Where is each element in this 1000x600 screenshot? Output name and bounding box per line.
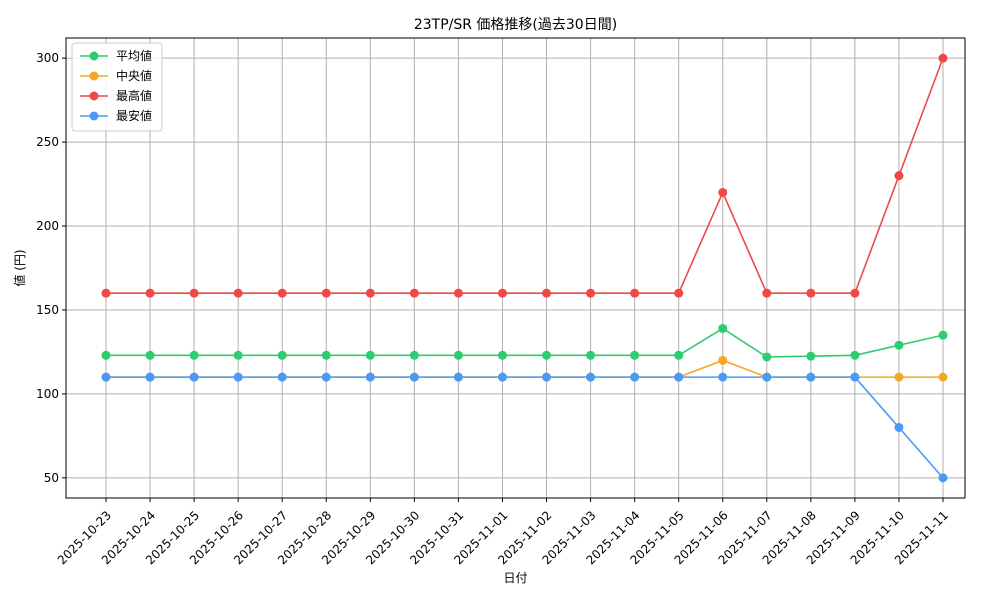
data-point [718,355,728,365]
legend-marker [89,51,99,61]
data-point [718,187,728,197]
legend-item: 最高値 [80,88,152,103]
data-point [806,288,816,298]
series-平均値 [101,323,948,362]
data-point [277,350,287,360]
data-point [233,350,243,360]
data-point [938,53,948,63]
data-point [497,288,507,298]
legend-item: 平均値 [80,48,152,63]
grid [66,38,965,498]
plot-area-frame [65,37,966,499]
y-tick-label: 50 [44,471,59,485]
data-point [101,288,111,298]
data-point [101,350,111,360]
data-point [586,288,596,298]
data-point [586,372,596,382]
series-line [106,376,944,479]
data-point [321,372,331,382]
data-point [365,288,375,298]
legend-label: 平均値 [116,48,152,63]
data-point [894,372,904,382]
data-point [938,372,948,382]
data-point [674,372,684,382]
data-point [542,350,552,360]
data-point [850,288,860,298]
data-point [806,372,816,382]
data-point [586,350,596,360]
data-point [321,350,331,360]
data-point [145,350,155,360]
data-point [189,372,199,382]
series-group [101,53,948,483]
data-point [718,372,728,382]
legend-box [71,42,163,132]
data-point [894,422,904,432]
data-point [233,372,243,382]
legend-label: 最安値 [116,108,152,123]
legend-item: 最安値 [80,108,152,123]
x-axis-label: 日付 [503,571,527,585]
chart-title: 23TP/SR 価格推移(過去30日間) [414,17,617,33]
y-tick-label: 100 [36,387,59,401]
data-point [101,372,111,382]
y-tick-label: 200 [36,219,59,233]
data-point [497,372,507,382]
data-point [453,372,463,382]
data-point [453,288,463,298]
data-point [938,330,948,340]
data-point [894,340,904,350]
data-point [718,323,728,333]
data-point [850,372,860,382]
data-point [630,288,640,298]
data-point [762,372,772,382]
data-point [365,350,375,360]
data-point [674,288,684,298]
legend-label: 中央値 [116,68,152,83]
data-point [850,350,860,360]
data-point [938,473,948,483]
data-point [894,171,904,181]
data-point [409,288,419,298]
data-point [806,351,816,361]
data-point [630,350,640,360]
legend-label: 最高値 [116,88,152,103]
data-point [277,372,287,382]
data-point [145,288,155,298]
series-line [106,57,944,294]
data-point [189,288,199,298]
legend-marker [89,111,99,121]
data-point [321,288,331,298]
data-point [409,350,419,360]
data-point [145,372,155,382]
series-最高値 [101,53,948,298]
series-line [106,359,943,378]
data-point [762,352,772,362]
data-point [365,372,375,382]
data-point [277,288,287,298]
data-point [409,372,419,382]
legend-marker [89,71,99,81]
data-point [542,288,552,298]
data-point [762,288,772,298]
y-axis-label: 値 (円) [12,249,27,286]
data-point [189,350,199,360]
series-line [106,327,944,358]
legend-marker [89,91,99,101]
data-point [542,372,552,382]
axis-ticks: 2025-10-232025-10-242025-10-252025-10-26… [36,51,951,567]
legend-item: 中央値 [80,68,152,83]
data-point [453,350,463,360]
y-tick-label: 300 [36,51,59,65]
data-point [674,350,684,360]
y-tick-label: 150 [36,303,59,317]
y-tick-label: 250 [36,135,59,149]
data-point [630,372,640,382]
data-point [497,350,507,360]
series-最安値 [101,372,948,483]
data-point [233,288,243,298]
